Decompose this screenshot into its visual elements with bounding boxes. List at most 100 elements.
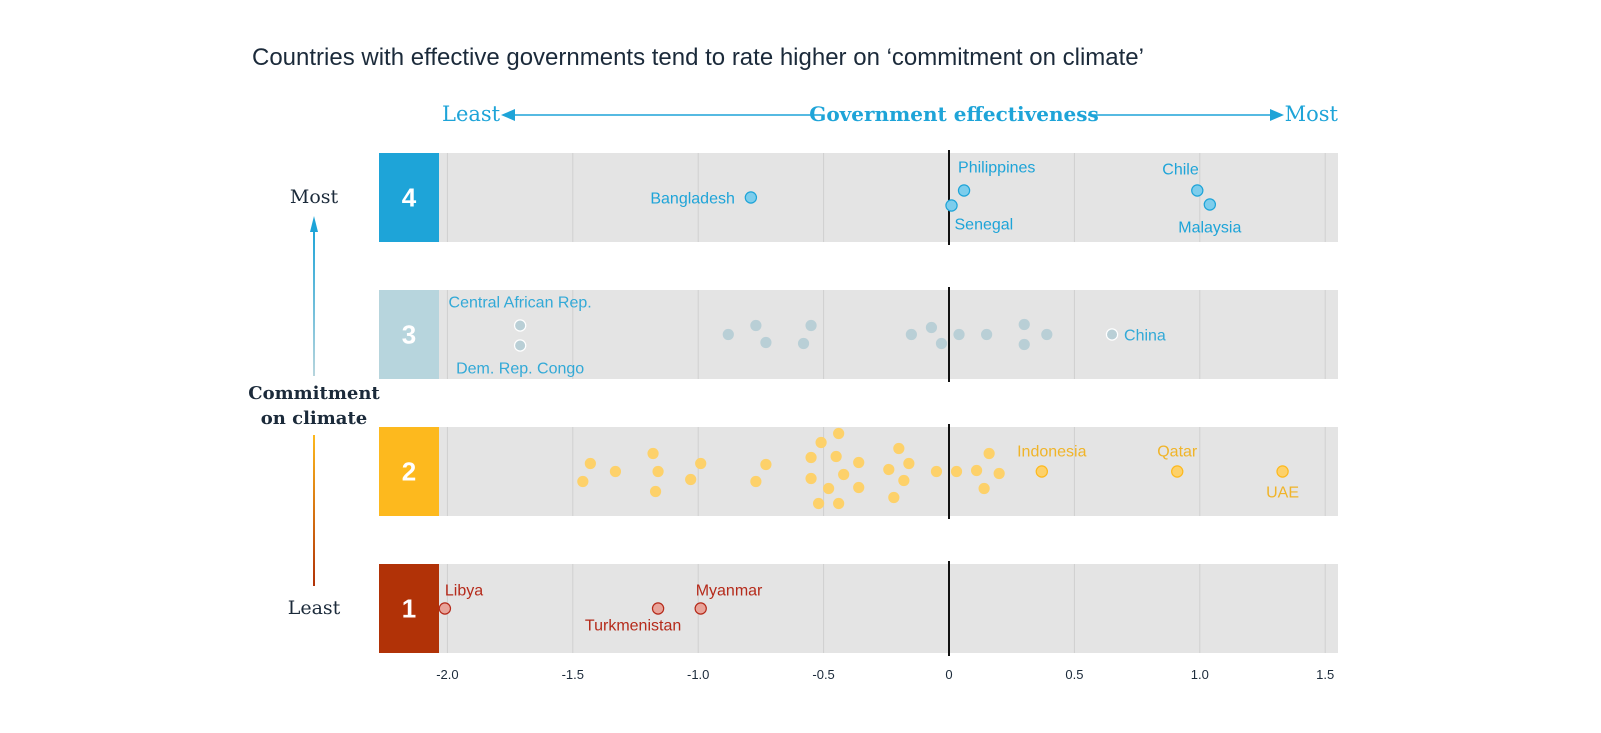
up-arrow-icon (310, 216, 318, 232)
x-tick-label: -2.0 (436, 667, 458, 682)
data-point (695, 457, 707, 470)
data-point (970, 464, 983, 477)
x-axis-title: Government effectiveness (809, 102, 1098, 126)
data-point (1276, 465, 1289, 478)
data-point (577, 475, 589, 488)
band-level-3 (439, 290, 1338, 379)
data-point (750, 319, 762, 332)
data-point (1018, 338, 1030, 351)
data-point (685, 473, 697, 486)
data-point (584, 457, 596, 470)
data-point (744, 191, 758, 204)
point-label: Indonesia (1017, 444, 1086, 461)
data-point (513, 319, 527, 332)
left-arrow-icon (501, 109, 515, 121)
data-point (1018, 318, 1030, 331)
level-badge-label: 1 (402, 594, 416, 624)
data-point (945, 199, 958, 212)
data-point (981, 328, 993, 341)
level-badge-label: 3 (402, 320, 416, 350)
data-point (760, 336, 772, 349)
data-point (694, 602, 707, 615)
data-point (652, 465, 664, 478)
data-point (750, 475, 762, 488)
data-point (805, 319, 817, 332)
point-label: Bangladesh (650, 191, 735, 208)
data-point (833, 497, 845, 510)
data-point (1191, 184, 1204, 197)
y-axis-title-line1: Commitment (248, 383, 380, 404)
data-point (823, 482, 835, 495)
data-point (925, 321, 938, 334)
data-point (438, 602, 452, 615)
data-point (983, 447, 995, 460)
data-point (760, 458, 772, 471)
point-label: Malaysia (1178, 220, 1241, 237)
data-point (1035, 465, 1048, 478)
point-label: Dem. Rep. Congo (456, 361, 584, 378)
level-badge-label: 2 (402, 457, 416, 487)
data-point (797, 337, 810, 350)
chart-title: Countries with effective governments ten… (252, 44, 1144, 71)
point-label: Libya (445, 583, 483, 600)
level-badge-2 (379, 427, 439, 516)
data-point (957, 184, 971, 197)
y-axis-title-line2: on climate (261, 408, 367, 429)
x-most-label: Most (1285, 102, 1339, 126)
point-label: Chile (1162, 162, 1199, 179)
data-point (950, 465, 963, 478)
y-most-label: Most (290, 186, 339, 208)
point-label: Senegal (955, 217, 1014, 234)
band-level-4 (439, 153, 1338, 242)
data-point (1041, 328, 1053, 341)
data-point (1171, 465, 1184, 478)
x-tick-label: -1.5 (562, 667, 584, 682)
data-point (647, 447, 659, 460)
data-point (815, 436, 827, 449)
y-least-label: Least (288, 597, 341, 619)
point-label: China (1124, 328, 1166, 345)
x-tick-label: 1.0 (1191, 667, 1209, 682)
point-label: Turkmenistan (585, 618, 681, 635)
data-point (888, 491, 900, 504)
level-badge-3 (379, 290, 439, 379)
data-point (978, 482, 990, 495)
data-point (609, 465, 622, 478)
x-least-label: Least (442, 102, 501, 126)
point-label: Central African Rep. (449, 295, 592, 312)
data-point (649, 485, 662, 498)
data-point (883, 463, 895, 476)
y-down-line (313, 435, 315, 586)
data-point (722, 328, 734, 341)
data-point (853, 481, 865, 494)
data-point (893, 442, 905, 455)
data-point (651, 602, 665, 615)
data-point (805, 472, 817, 485)
level-badge-label: 4 (402, 183, 417, 213)
point-label: UAE (1266, 485, 1299, 502)
x-tick-label: -0.5 (812, 667, 834, 682)
data-point (812, 497, 825, 510)
data-point (905, 328, 917, 341)
band-level-1 (439, 564, 1338, 653)
x-tick-label: 1.5 (1316, 667, 1334, 682)
x-tick-label: -1.0 (687, 667, 709, 682)
point-label: Philippines (958, 160, 1035, 177)
level-badge-1 (379, 564, 439, 653)
data-point (935, 337, 948, 350)
x-tick-label: 0.5 (1065, 667, 1083, 682)
data-point (830, 450, 842, 463)
data-point (993, 467, 1005, 480)
x-tick-label: 0 (945, 667, 952, 682)
point-label: Myanmar (696, 583, 763, 600)
point-label: Qatar (1157, 444, 1198, 461)
data-point (898, 474, 910, 487)
right-arrow-icon (1270, 109, 1284, 121)
data-point (930, 465, 943, 478)
data-point (838, 468, 850, 481)
data-point (953, 328, 965, 341)
level-badge-4 (379, 153, 439, 242)
data-point (513, 339, 527, 352)
data-point (1105, 328, 1119, 341)
